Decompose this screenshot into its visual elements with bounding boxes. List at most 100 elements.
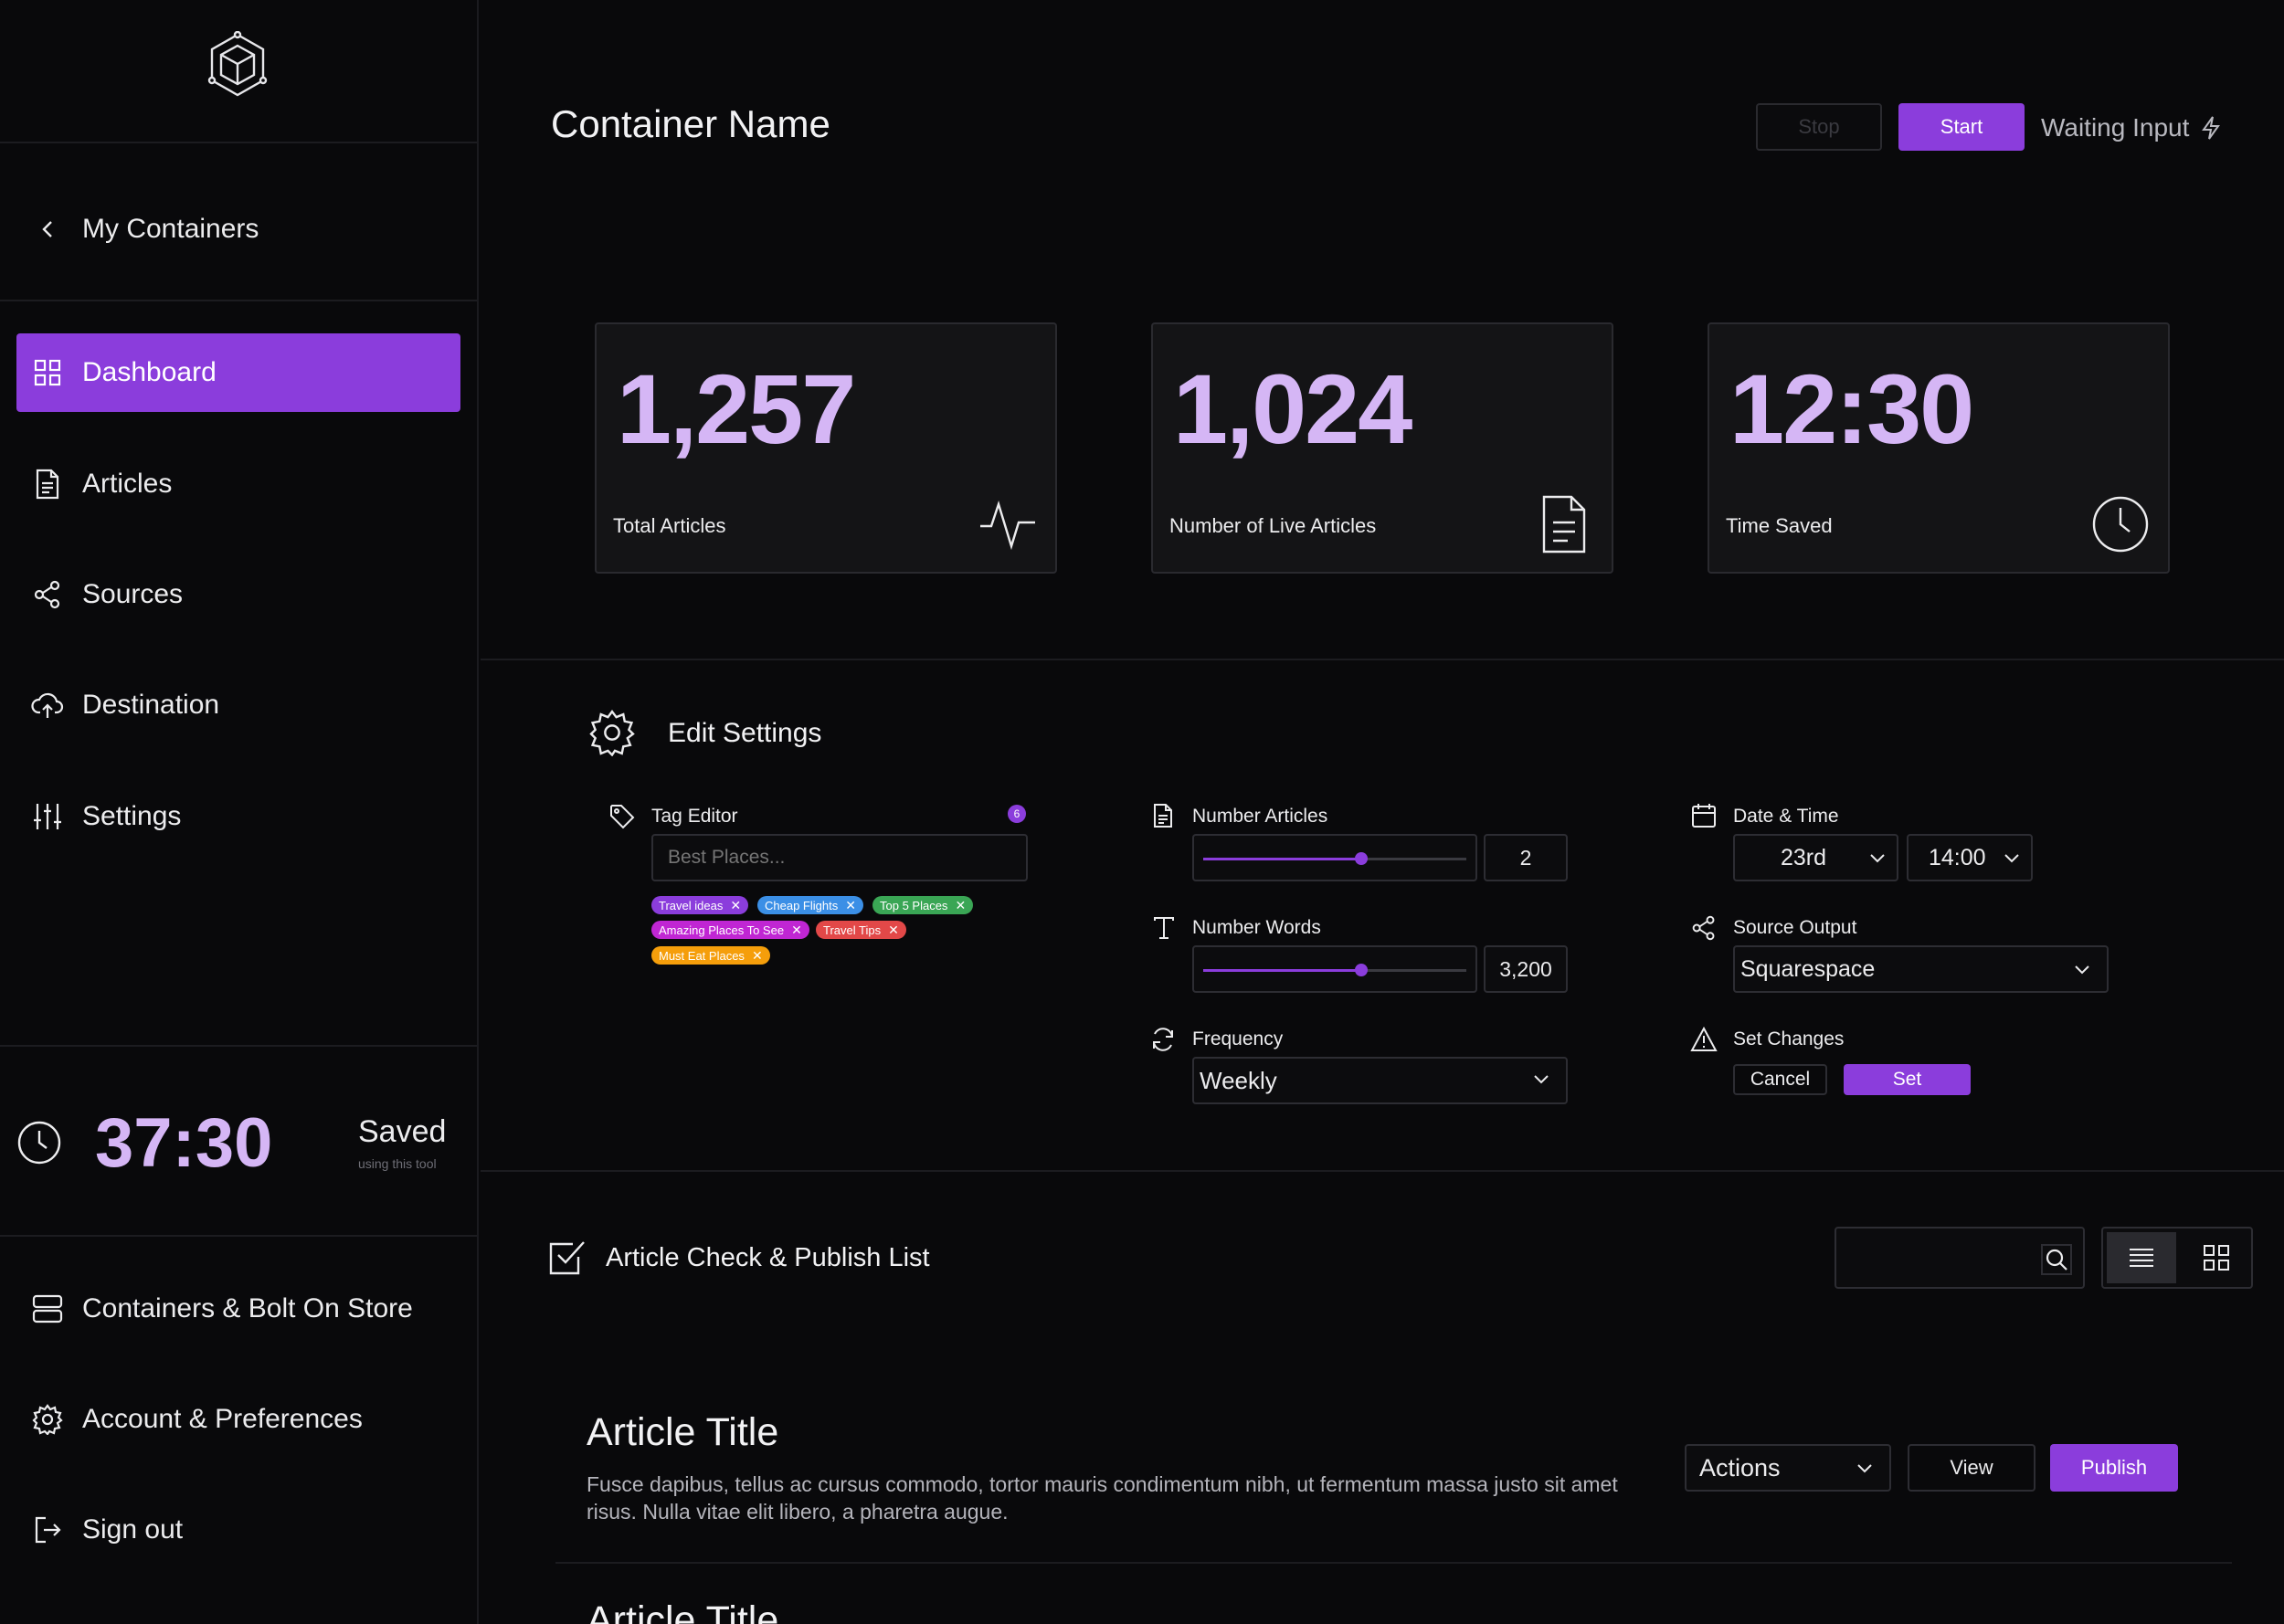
time-value: 14:00 [1929,844,1986,870]
saved-label: Saved [358,1114,447,1149]
tag-editor-label: Tag Editor [651,806,738,827]
sidebar-item-sign-out[interactable]: Sign out [16,1491,460,1569]
sidebar-divider [0,300,477,301]
set-button[interactable]: Set [1844,1064,1971,1095]
slider-knob[interactable] [1354,852,1368,865]
section-divider [481,1170,2284,1172]
text-icon [1153,916,1175,940]
sidebar-divider [0,1045,477,1047]
document-icon [1535,495,1593,554]
tag-chip-label: Travel Tips [823,923,882,937]
document-icon [1152,803,1174,828]
slider-fill [1203,969,1361,972]
tag-chip[interactable]: Amazing Places To See ✕ [651,921,809,939]
logo-cube-icon[interactable] [205,31,270,100]
tag-chip-label: Top 5 Places [880,898,948,912]
logout-icon [31,1513,64,1546]
tag-chip-label: Amazing Places To See [659,923,785,937]
source-output-select[interactable]: Squarespace [1733,945,2109,993]
remove-tag-icon[interactable]: ✕ [730,897,742,912]
saved-sublabel: using this tool [358,1156,437,1171]
article-search-input[interactable] [1835,1227,2085,1289]
sidebar-item-label: Sign out [82,1514,184,1545]
sidebar-item-settings[interactable]: Settings [16,777,460,856]
sidebar-item-containers-store[interactable]: Containers & Bolt On Store [16,1270,460,1348]
warning-icon [1690,1027,1718,1052]
number-words-slider[interactable] [1192,945,1477,993]
tag-icon [609,804,635,829]
clock-icon [2091,495,2150,554]
sidebar-item-label: Settings [82,801,182,831]
chevron-left-icon [31,213,64,246]
article-title: Article Title [587,1410,779,1454]
sidebar-item-label: Destination [82,690,220,720]
tag-chip[interactable]: Must Eat Places ✕ [651,946,770,965]
stat-value: 1,257 [617,353,856,464]
tag-input[interactable] [651,834,1028,881]
sidebar-item-articles[interactable]: Articles [16,445,460,523]
tag-chip-label: Must Eat Places [659,948,745,963]
tag-count-badge: 6 [1008,805,1026,823]
page-title: Container Name [551,102,830,145]
number-words-label: Number Words [1192,917,1321,938]
remove-tag-icon[interactable]: ✕ [845,897,856,912]
sidebar-item-sources[interactable]: Sources [16,555,460,634]
tag-chip[interactable]: Top 5 Places ✕ [872,896,974,914]
remove-tag-icon[interactable]: ✕ [751,947,763,963]
date-time-label: Date & Time [1733,806,1839,827]
sidebar-item-label: Containers & Bolt On Store [82,1293,413,1323]
frequency-select[interactable]: Weekly [1192,1057,1568,1104]
actions-select[interactable]: Actions [1685,1444,1891,1492]
sidebar-item-label: Articles [82,469,173,499]
sidebar: My Containers Dashboard Articles Sources… [0,0,479,1624]
stat-label: Time Saved [1726,514,1833,537]
cloud-upload-icon [31,689,64,722]
actions-label: Actions [1699,1453,1781,1482]
remove-tag-icon[interactable]: ✕ [888,922,899,937]
gear-icon [588,709,636,756]
remove-tag-icon[interactable]: ✕ [791,922,802,937]
sidebar-item-destination[interactable]: Destination [16,666,460,744]
search-icon[interactable] [2041,1244,2072,1275]
tag-chip[interactable]: Travel Tips ✕ [816,921,906,939]
number-articles-value[interactable]: 2 [1484,834,1568,881]
document-icon [31,468,64,501]
tag-chip[interactable]: Cheap Flights ✕ [757,896,863,914]
number-words-value[interactable]: 3,200 [1484,945,1568,993]
back-label: My Containers [82,214,259,244]
time-select[interactable]: 14:00 [1907,834,2033,881]
list-view-icon[interactable] [2107,1232,2176,1283]
article-divider [555,1562,2232,1564]
time-saved-widget: 37:30 Saved using this tool [0,1047,477,1235]
saved-time-value: 37:30 [95,1104,273,1182]
cancel-button[interactable]: Cancel [1733,1064,1827,1095]
checkbox-icon [547,1239,586,1277]
article-title: Article Title [587,1598,779,1624]
chevron-down-icon [1856,1463,1873,1474]
publish-button[interactable]: Publish [2050,1444,2178,1492]
remove-tag-icon[interactable]: ✕ [955,897,967,912]
article-row: Article Title Fusce dapibus, tellus ac c… [555,1397,2232,1562]
sidebar-item-dashboard[interactable]: Dashboard [16,333,460,412]
start-button[interactable]: Start [1898,103,2025,151]
chevron-down-icon [2004,853,2020,864]
refresh-icon [1150,1027,1176,1052]
back-to-my-containers[interactable]: My Containers [16,190,460,269]
source-output-label: Source Output [1733,917,1857,938]
set-changes-label: Set Changes [1733,1028,1845,1049]
frequency-value: Weekly [1200,1066,1277,1094]
view-toggle [2101,1227,2253,1289]
tag-chip[interactable]: Travel ideas ✕ [651,896,749,914]
sidebar-divider [0,142,477,143]
grid-view-icon[interactable] [2182,1232,2251,1283]
view-button[interactable]: View [1908,1444,2036,1492]
slider-knob[interactable] [1354,964,1368,976]
sliders-icon [31,800,64,833]
day-select[interactable]: 23rd [1733,834,1898,881]
number-articles-slider[interactable] [1192,834,1477,881]
sidebar-item-label: Dashboard [82,357,217,387]
frequency-label: Frequency [1192,1028,1284,1049]
sidebar-item-account[interactable]: Account & Preferences [16,1380,460,1459]
stop-button[interactable]: Stop [1756,103,1882,151]
section-divider [481,659,2284,660]
